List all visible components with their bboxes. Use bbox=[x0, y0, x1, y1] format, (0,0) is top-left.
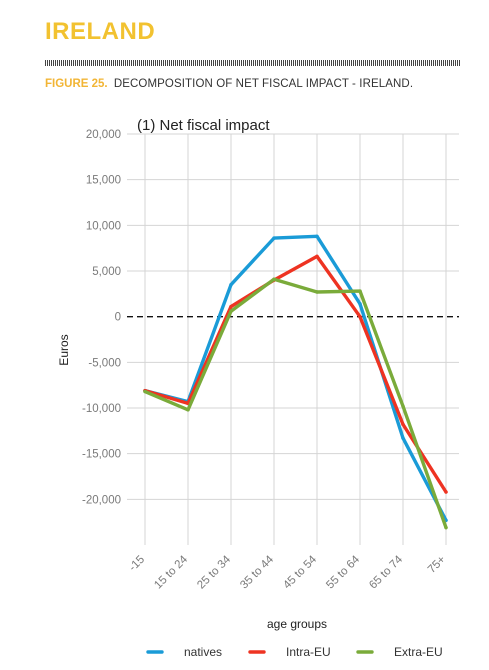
section-divider bbox=[45, 60, 461, 66]
series-line-intra-eu bbox=[143, 254, 448, 494]
data-point bbox=[229, 309, 233, 313]
figure-number: FIGURE 25. bbox=[45, 78, 108, 90]
data-point bbox=[186, 408, 190, 412]
chart-title: (1) Net fiscal impact bbox=[137, 117, 270, 134]
x-tick-label: 35 to 44 bbox=[238, 553, 276, 591]
data-point bbox=[444, 490, 448, 494]
data-point bbox=[358, 289, 362, 293]
data-point bbox=[315, 254, 319, 259]
legend-label: Extra-EU bbox=[394, 645, 443, 659]
x-axis-label: age groups bbox=[267, 617, 327, 631]
data-point bbox=[358, 302, 362, 306]
data-point bbox=[272, 236, 276, 240]
data-point bbox=[358, 314, 362, 319]
y-tick-label: 10,000 bbox=[86, 220, 121, 232]
figure-caption-text: DECOMPOSITION OF NET FISCAL IMPACT - IRE… bbox=[113, 78, 414, 90]
x-tick-label: 45 to 54 bbox=[281, 553, 319, 591]
data-point bbox=[401, 436, 405, 440]
y-tick-label: 0 bbox=[115, 312, 121, 324]
x-tick-label: -15 bbox=[127, 554, 147, 574]
data-point bbox=[315, 234, 319, 238]
y-axis-label: Euros bbox=[57, 334, 71, 365]
x-tick-label: 75+ bbox=[426, 553, 448, 575]
data-point bbox=[143, 389, 147, 394]
data-point bbox=[444, 525, 448, 530]
y-tick-label: -5,000 bbox=[88, 357, 121, 369]
data-point bbox=[315, 290, 319, 294]
x-tick-label: 55 to 64 bbox=[324, 553, 362, 591]
data-point bbox=[229, 304, 233, 309]
series-line-natives bbox=[143, 234, 448, 522]
x-tick-label: 25 to 34 bbox=[195, 553, 233, 591]
data-point bbox=[272, 277, 276, 281]
data-point bbox=[401, 404, 405, 408]
legend-label: natives bbox=[184, 645, 222, 659]
y-tick-label: 5,000 bbox=[92, 266, 121, 278]
x-tick-label: 65 to 74 bbox=[367, 553, 405, 591]
y-tick-label: -15,000 bbox=[82, 449, 121, 461]
y-tick-label: -10,000 bbox=[82, 403, 121, 415]
x-tick-label: 15 to 24 bbox=[152, 553, 190, 591]
figure-caption: FIGURE 25. DECOMPOSITION OF NET FISCAL I… bbox=[45, 78, 413, 90]
legend-label: Intra-EU bbox=[286, 645, 331, 659]
y-tick-label: -20,000 bbox=[82, 494, 121, 506]
y-tick-label: 20,000 bbox=[86, 129, 121, 141]
data-point bbox=[229, 283, 233, 287]
series-line-extra-eu bbox=[143, 277, 448, 530]
y-tick-label: 15,000 bbox=[86, 175, 121, 187]
data-point bbox=[401, 422, 405, 427]
section-title: IRELAND bbox=[45, 18, 156, 45]
